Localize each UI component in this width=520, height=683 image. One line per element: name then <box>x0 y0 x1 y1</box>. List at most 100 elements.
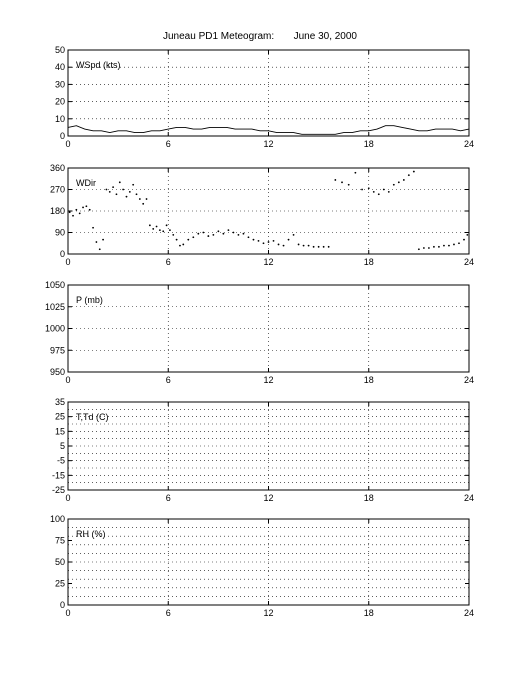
panel-2-data-point <box>297 243 300 246</box>
panel-2-data-point <box>78 212 81 215</box>
panel-4-label: T,Td (C) <box>76 412 109 422</box>
panel-2-data-point <box>361 188 363 191</box>
panel-2-data-point <box>135 193 138 196</box>
panel-2-data-point <box>145 198 148 200</box>
panel-2-data-point <box>262 242 265 245</box>
panel-1-ytick-label: 10 <box>55 114 65 124</box>
panel-2-data-point <box>382 188 385 191</box>
panel-2-data-point <box>115 193 118 196</box>
panel-5-xtick-label: 0 <box>65 608 70 618</box>
panel-2-data-point <box>402 179 405 181</box>
panel-2-data-point <box>165 224 168 227</box>
panel-2-data-point <box>175 238 178 241</box>
panel-2-data-point <box>428 247 430 249</box>
panel-1-xtick-label: 18 <box>364 139 374 149</box>
figure-title: Juneau PD1 Meteogram: June 30, 2000 <box>162 31 357 42</box>
panel-2-data-point <box>438 245 440 248</box>
panel-2-data-point <box>122 188 125 191</box>
panel-2-data-point <box>98 248 101 251</box>
panel-2-data-point <box>397 181 400 184</box>
panel-1-label: WSpd (kts) <box>76 60 121 70</box>
panel-2-data-point <box>75 208 78 211</box>
panel-2-data-point <box>92 226 94 229</box>
panel-2-data-point <box>212 233 215 236</box>
panel-2-data-point <box>458 242 460 245</box>
panel-2-data-point <box>377 193 380 196</box>
panel-2-data-point <box>85 205 88 208</box>
panel-2-data-point <box>443 244 445 247</box>
panel-2-data-point <box>272 239 275 242</box>
panel-1-ytick-label: 50 <box>55 45 65 55</box>
panel-4-ytick-label: 35 <box>55 397 65 407</box>
panel-2-data-point <box>392 183 395 186</box>
panel-2-data-point <box>202 231 205 234</box>
panel-2-data-point <box>217 230 220 233</box>
panel-3-xtick-label: 0 <box>65 375 70 385</box>
panel-2-data-point <box>341 181 343 184</box>
panel-2-data-point <box>132 183 135 186</box>
panel-2-data-point <box>354 171 357 174</box>
panel-2-data-point <box>179 244 181 247</box>
panel-2-data-point <box>433 245 435 248</box>
panel-2-data-point <box>417 248 420 251</box>
panel-2-data-point <box>307 244 310 247</box>
panel-2-data-point <box>292 233 295 236</box>
panel-2-data-point <box>463 238 465 241</box>
panel-4-xtick-label: 0 <box>65 493 70 503</box>
panel-3-ytick-label: 950 <box>50 367 65 377</box>
panel-2-data-point <box>277 243 280 246</box>
panel-2-xtick-label: 24 <box>464 257 474 267</box>
panel-2-xtick-label: 12 <box>263 257 273 267</box>
panel-2-data-point <box>247 236 250 239</box>
panel-1-series-1-line <box>67 125 470 135</box>
panel-2-data-point <box>172 233 175 236</box>
panel-2-data-point <box>162 230 165 233</box>
panel-2-data-point <box>108 190 111 193</box>
panel-2-data-point <box>197 232 200 235</box>
panel-2-data-point <box>148 224 151 227</box>
panel-2-data-point <box>372 190 375 193</box>
panel-2-ytick-label: 0 <box>60 249 65 259</box>
panel-2-data-point <box>105 188 108 191</box>
panel-2-label: WDir <box>76 178 96 188</box>
panel-2-data-point <box>72 214 74 217</box>
panel-2-data-point <box>412 170 415 173</box>
panel-5-ytick-label: 75 <box>55 536 65 546</box>
panel-2-ytick-label: 270 <box>50 185 65 195</box>
panel-2-data-point <box>102 238 104 241</box>
panel-3-xtick-label: 24 <box>464 375 474 385</box>
panel-3-label: P (mb) <box>76 295 103 305</box>
panel-2-data-point <box>142 202 145 205</box>
panel-2-data-point <box>88 208 91 211</box>
panel-4-xtick-label: 18 <box>364 493 374 503</box>
panel-2-data-point <box>112 186 115 189</box>
panel-1-xtick-label: 6 <box>166 139 171 149</box>
panel-5-xtick-label: 12 <box>263 608 273 618</box>
panel-2-data-point <box>322 245 325 248</box>
panel-1-ytick-label: 30 <box>55 79 65 89</box>
panel-2-data-point <box>252 238 255 241</box>
panel-2-ytick-label: 360 <box>50 163 65 173</box>
panel-3-xtick-label: 6 <box>166 375 171 385</box>
panel-2-data-point <box>82 206 84 209</box>
panel-2-data-point <box>312 245 315 248</box>
panel-4-xtick-label: 12 <box>263 493 273 503</box>
panel-1-xtick-label: 0 <box>65 139 70 149</box>
panel-2-data-point <box>257 239 260 242</box>
panel-2-data-point <box>282 244 285 247</box>
panel-4-ytick-label: 25 <box>55 412 65 422</box>
panel-2-xtick-label: 18 <box>364 257 374 267</box>
panel-2-data-point <box>187 238 190 241</box>
panel-2-data-point <box>207 235 210 237</box>
panel-5-ytick-label: 25 <box>55 579 65 589</box>
panel-5-xtick-label: 18 <box>364 608 374 618</box>
panel-2-data-point <box>222 232 225 235</box>
panel-2-data-point <box>453 243 455 246</box>
panel-1-ytick-label: 0 <box>60 131 65 141</box>
panel-5-label: RH (%) <box>76 529 106 539</box>
panel-4-xtick-label: 24 <box>464 493 474 503</box>
panel-3-ytick-label: 1050 <box>45 280 65 290</box>
panel-4-xtick-label: 6 <box>166 493 171 503</box>
panel-2-data-point <box>125 195 128 198</box>
